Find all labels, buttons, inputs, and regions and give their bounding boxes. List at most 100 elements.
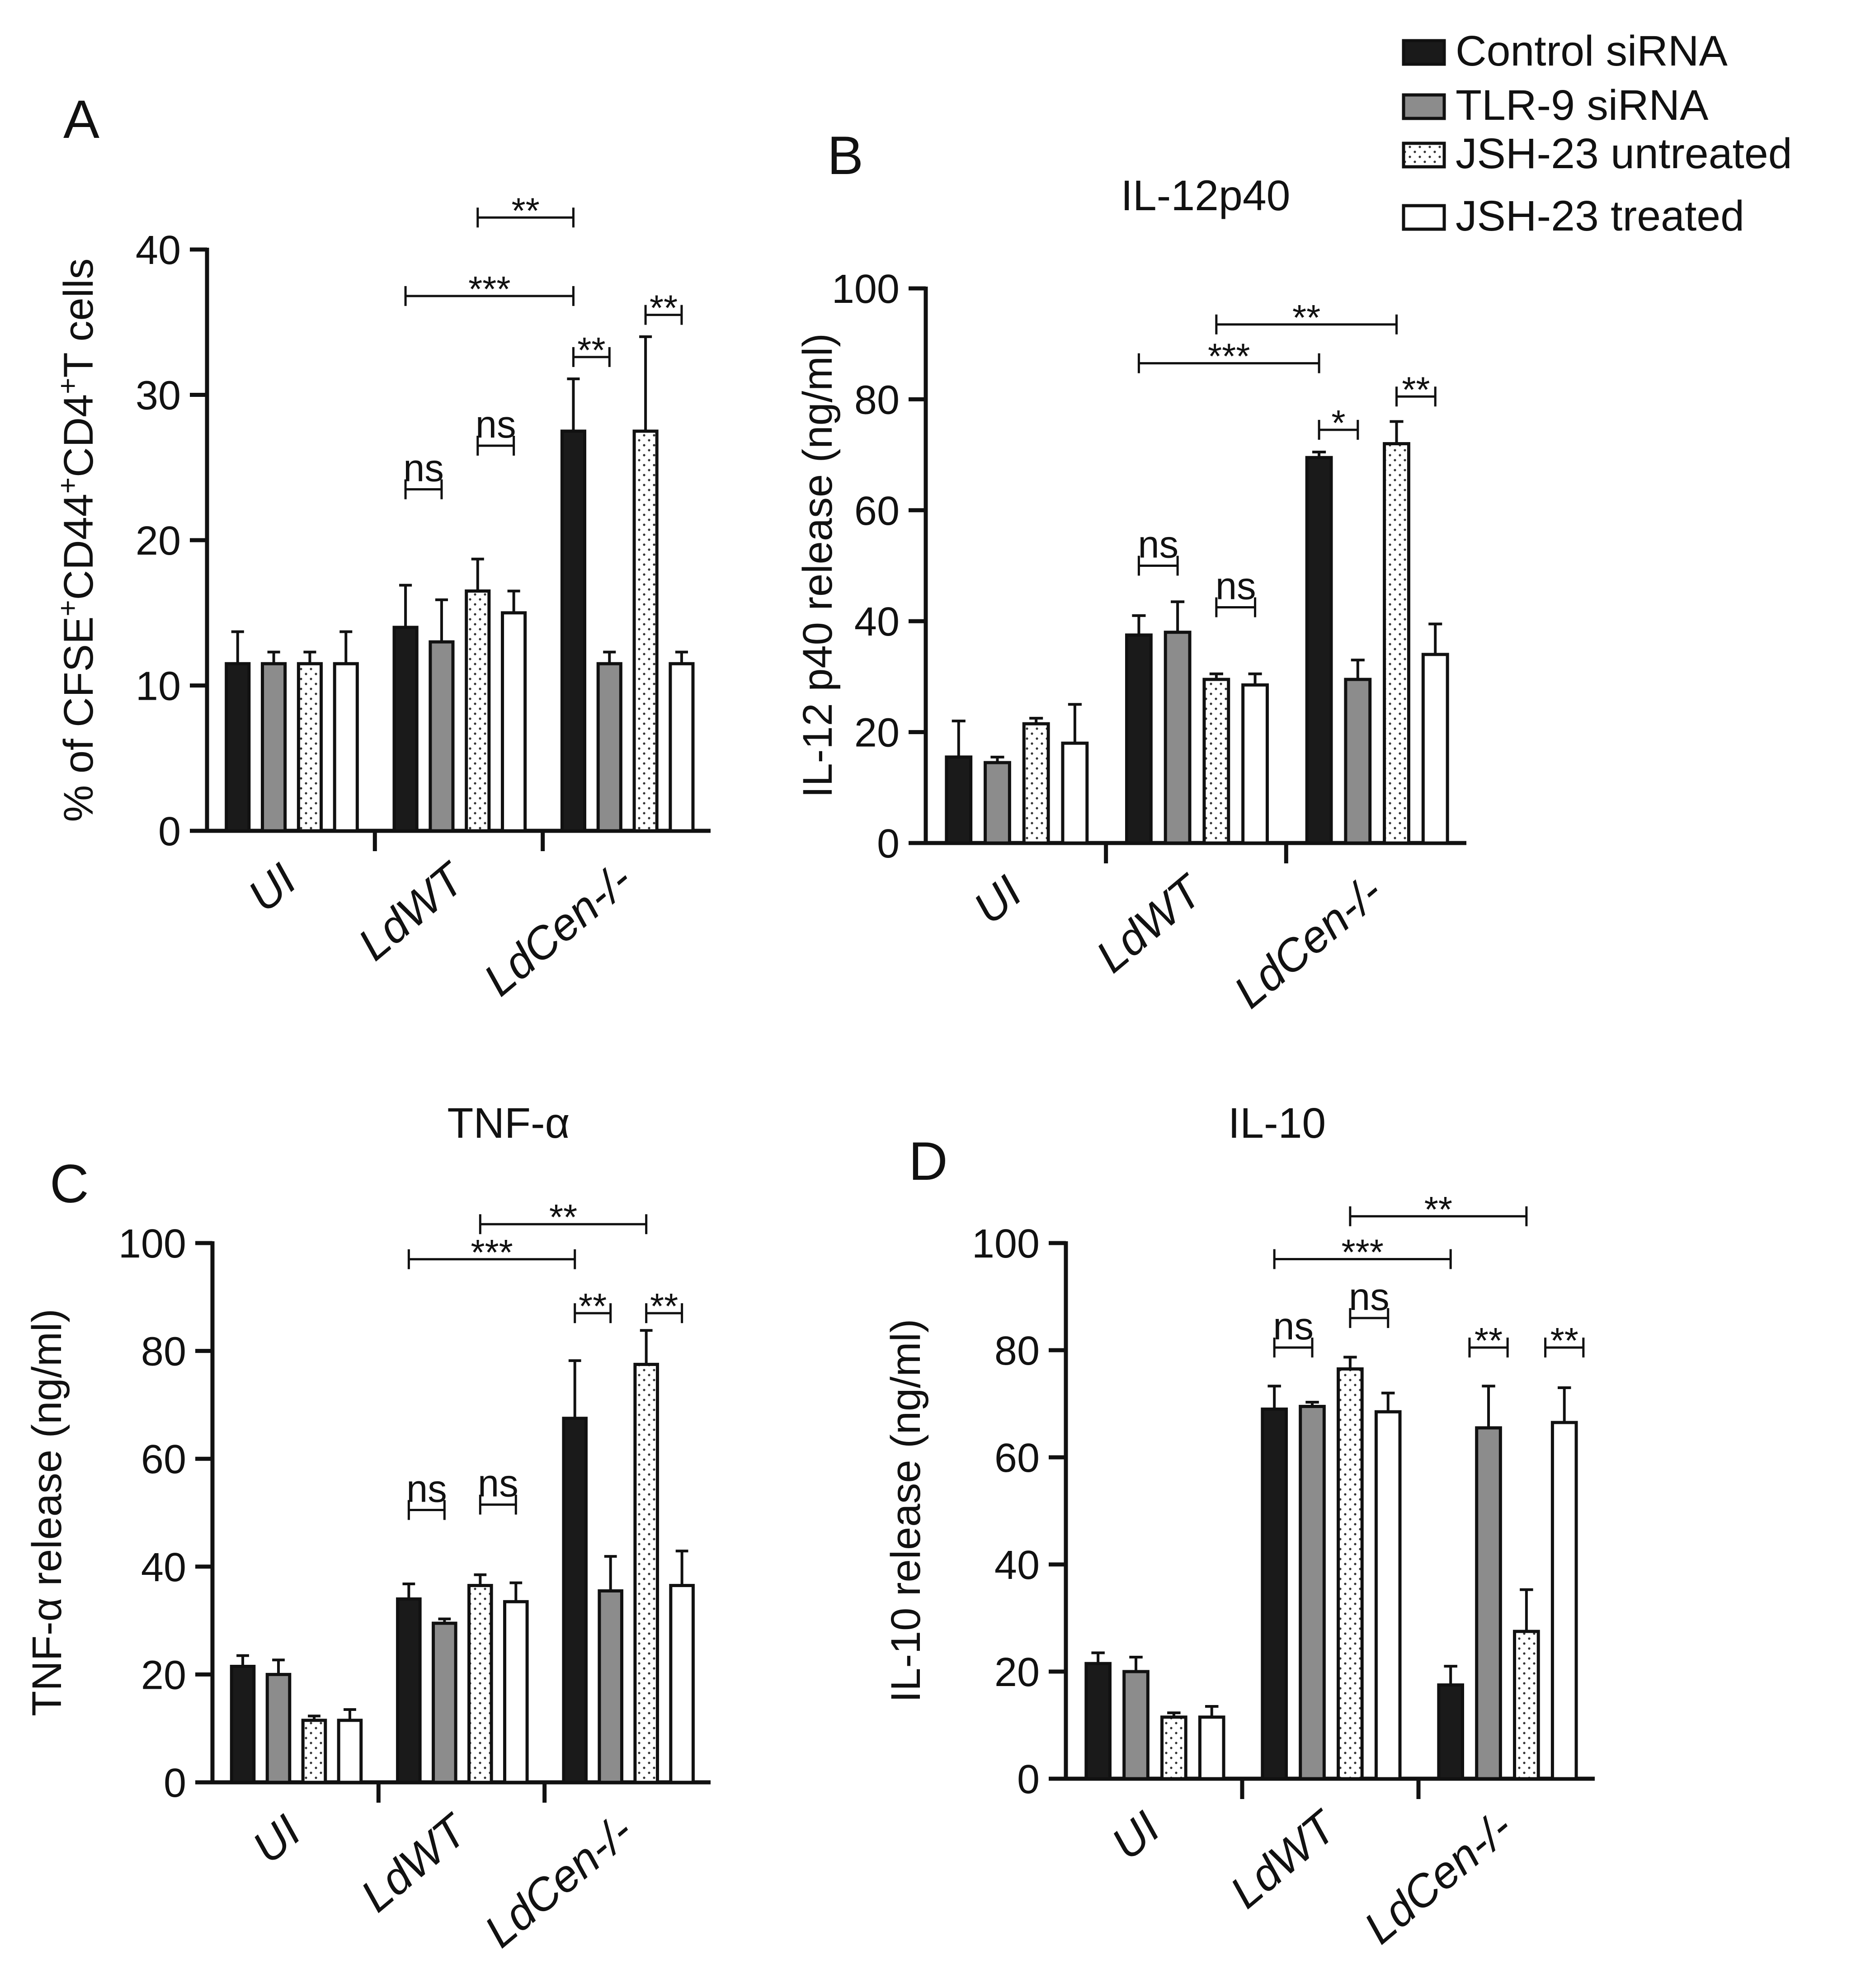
bar-jsh-23-treated-ui — [333, 662, 359, 833]
x-category-label: LdWT — [1220, 1800, 1347, 1918]
bar-jsh-23-treated-ui — [1061, 741, 1089, 845]
bar-control-sirna-ui — [225, 662, 251, 833]
legend-swatch-1 — [1402, 39, 1446, 66]
y-axis-label-part: CD4 — [56, 394, 102, 477]
bar-tlr-9-sirna-ldwt — [432, 1621, 457, 1784]
x-category-label: LdCen-/- — [1225, 866, 1392, 1018]
bar-control-sirna-ldcen — [1305, 456, 1333, 845]
x-category-label: LdWT — [351, 1804, 478, 1922]
significance-label: ns — [476, 403, 516, 446]
y-tick-label: 30 — [136, 373, 181, 419]
bar-jsh-23-treated-ldcen — [669, 662, 695, 833]
x-category-label: LdCen-/- — [474, 854, 641, 1006]
bar-control-sirna-ldcen — [1437, 1683, 1465, 1781]
bar-jsh-23-treated-ldcen — [1421, 653, 1449, 845]
panel-letter-d: D — [909, 1131, 948, 1192]
bar-tlr-9-sirna-ui — [265, 1672, 292, 1784]
legend-label-4: JSH-23 treated — [1456, 192, 1744, 240]
panel-b: B 0 20 40 60 80 100 UI LdWT LdCen-/- IL-12p40 IL-1… — [795, 125, 1466, 1018]
y-tick-label: 100 — [118, 1221, 186, 1267]
y-tick-label: 40 — [136, 228, 181, 273]
significance-label: ** — [549, 1197, 577, 1237]
legend-label-1: Control siRNA — [1456, 27, 1728, 75]
bar-control-sirna-ldwt — [1125, 633, 1153, 845]
bar-tlr-9-sirna-ldcen — [1475, 1426, 1502, 1781]
significance-label: ns — [1273, 1305, 1314, 1348]
bar-jsh-23-untreated-ldwt — [1202, 678, 1230, 845]
panel-letter-b: B — [827, 125, 863, 186]
x-category-label: LdCen-/- — [1355, 1802, 1522, 1954]
significance-label: *** — [468, 269, 510, 309]
bar-control-sirna-ui — [1084, 1662, 1112, 1781]
y-tick-label: 60 — [141, 1437, 186, 1482]
y-tick-label: 80 — [994, 1328, 1040, 1374]
legend-swatch-4 — [1402, 204, 1446, 231]
bar-jsh-23-treated-ui — [337, 1719, 363, 1784]
y-tick-label: 60 — [994, 1436, 1040, 1481]
bar-jsh-23-untreated-ldcen — [632, 429, 659, 833]
bar-control-sirna-ldcen — [562, 1417, 588, 1784]
significance-label: ** — [1402, 369, 1430, 410]
y-tick-label: 0 — [1017, 1757, 1040, 1802]
bar-jsh-23-untreated-ldwt — [1337, 1367, 1364, 1781]
bar-tlr-9-sirna-ui — [984, 761, 1011, 845]
y-axis-label: TNF-α release (ng/ml) — [24, 1309, 70, 1716]
bar-jsh-23-treated-ldwt — [501, 611, 527, 833]
significance-label: ** — [511, 190, 539, 231]
panel-letter-a: A — [63, 89, 99, 150]
bar-tlr-9-sirna-ldcen — [1344, 678, 1372, 845]
chart-title: TNF-α — [447, 1099, 570, 1147]
significance-label: ** — [1424, 1189, 1452, 1230]
significance-label: ns — [403, 447, 444, 490]
x-category-label: LdWT — [349, 852, 476, 970]
significance-label: ** — [650, 1286, 678, 1326]
y-tick-label: 0 — [164, 1761, 186, 1806]
bar-tlr-9-sirna-ldcen — [596, 662, 622, 833]
bar-jsh-23-untreated-ldcen — [1383, 442, 1410, 845]
significance-label: *** — [471, 1232, 513, 1272]
chart-title: IL-10 — [1228, 1099, 1326, 1147]
y-tick-label: 20 — [141, 1653, 186, 1698]
legend-label-2: TLR-9 siRNA — [1456, 81, 1709, 129]
significance-label: ** — [650, 288, 678, 328]
bar-control-sirna-ui — [945, 755, 973, 845]
bar-jsh-23-untreated-ldcen — [633, 1362, 659, 1784]
y-axis-label-part: + — [52, 600, 84, 616]
y-tick-label: 60 — [854, 489, 900, 534]
significance-label: ** — [577, 330, 605, 370]
bar-jsh-23-untreated-ldcen — [1513, 1630, 1540, 1781]
y-tick-label: 20 — [994, 1650, 1040, 1695]
significance-label: * — [1331, 403, 1345, 443]
legend-swatch-3 — [1402, 141, 1446, 169]
y-axis-label: IL-10 release (ng/ml) — [883, 1319, 929, 1703]
bar-tlr-9-sirna-ui — [261, 662, 287, 833]
significance-label: *** — [1208, 336, 1250, 377]
x-category-label: UI — [1102, 1802, 1169, 1870]
bar-jsh-23-treated-ldwt — [503, 1600, 529, 1784]
chart-title: IL-12p40 — [1121, 172, 1290, 220]
bar-jsh-23-treated-ldwt — [1374, 1410, 1402, 1781]
significance-label: ns — [1349, 1276, 1390, 1319]
bar-control-sirna-ldcen — [560, 429, 586, 833]
bar-tlr-9-sirna-ldcen — [598, 1589, 623, 1784]
significance-label: ns — [406, 1468, 447, 1511]
y-tick-label: 80 — [141, 1329, 186, 1375]
legend-label-3: JSH-23 untreated — [1456, 130, 1792, 178]
panel-letter-c: C — [50, 1154, 89, 1214]
x-category-label: LdWT — [1087, 864, 1214, 982]
y-tick-label: 100 — [832, 267, 900, 312]
y-axis-label-part: % of CFSE — [56, 617, 102, 822]
bar-jsh-23-treated-ldwt — [1241, 683, 1269, 845]
significance-label: ns — [1216, 565, 1256, 608]
y-tick-label: 40 — [994, 1543, 1040, 1588]
bar-tlr-9-sirna-ldwt — [429, 640, 455, 833]
bar-jsh-23-treated-ldcen — [669, 1584, 695, 1784]
bar-jsh-23-treated-ui — [1198, 1715, 1225, 1781]
y-tick-label: 20 — [136, 518, 181, 564]
x-category-label: UI — [243, 1805, 311, 1873]
y-axis-label-part: CD44 — [56, 494, 102, 600]
y-axis-label: % of CFSE+CD44+CD4+T cells — [52, 258, 102, 822]
bar-jsh-23-untreated-ui — [301, 1719, 327, 1784]
